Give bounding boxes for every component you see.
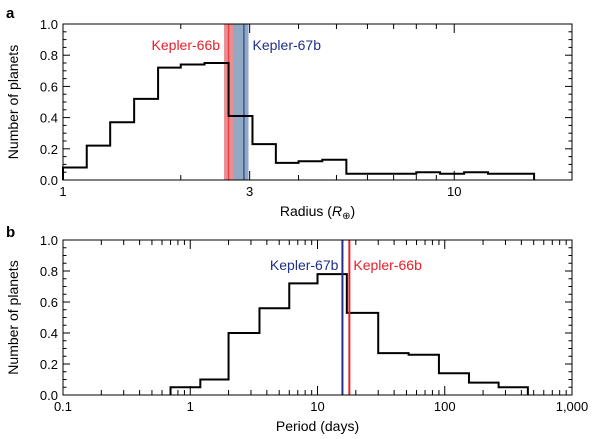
panel-a-y-axis-label: Number of planets — [5, 45, 21, 159]
panel-a: a 0.0 0.2 0.4 0.6 0.8 1.0 1 3 10 Number of plan… — [5, 5, 573, 222]
panel-a-x-axis-label: Radius (R⊕) — [280, 203, 355, 222]
panel-a-x-ticks: 1 3 10 — [59, 24, 573, 199]
panel-a-y-ticks: 0.0 0.2 0.4 0.6 0.8 1.0 — [40, 17, 572, 188]
x-tick-label: 100 — [434, 399, 456, 414]
label-kepler-67b: Kepler-67b — [270, 257, 339, 273]
y-tick-label: 0.2 — [40, 142, 58, 157]
panel-b-y-ticks: 0.0 0.2 0.4 0.6 0.8 1.0 — [40, 233, 572, 403]
panel-b: b 0.0 0.2 0.4 0.6 0.8 1.0 0.1 1 10 100 1,000 Numb… — [5, 224, 588, 434]
x-tick-label: 1,000 — [556, 399, 589, 414]
band-kepler-67b — [233, 24, 249, 180]
y-tick-label: 1.0 — [40, 17, 58, 32]
label-kepler-66b: Kepler-66b — [152, 37, 221, 53]
x-tick-label: 10 — [447, 184, 461, 199]
y-tick-label: 0.4 — [40, 326, 58, 341]
panel-a-letter: a — [6, 5, 15, 22]
y-tick-label: 0.6 — [40, 295, 58, 310]
x-tick-label: 0.1 — [54, 399, 72, 414]
panel-b-y-axis-label: Number of planets — [5, 260, 21, 374]
panel-b-x-axis-label: Period (days) — [276, 418, 359, 434]
y-tick-label: 1.0 — [40, 233, 58, 248]
y-tick-label: 0.6 — [40, 79, 58, 94]
panel-b-annotations: Kepler-67b Kepler-66b — [270, 257, 422, 273]
panel-b-histogram — [169, 273, 529, 395]
y-tick-label: 0.4 — [40, 111, 58, 126]
panel-a-annotations: Kepler-66b Kepler-67b — [152, 37, 322, 53]
x-tick-label: 1 — [59, 184, 66, 199]
panel-b-lines — [341, 240, 351, 395]
panel-b-x-ticks: 0.1 1 10 100 1,000 — [54, 240, 588, 414]
y-tick-label: 0.8 — [40, 264, 58, 279]
y-tick-label: 0.8 — [40, 48, 58, 63]
y-tick-label: 0.0 — [40, 388, 58, 403]
y-tick-label: 0.2 — [40, 357, 58, 372]
x-tick-label: 10 — [310, 399, 324, 414]
y-tick-label: 0.0 — [40, 173, 58, 188]
panel-b-letter: b — [6, 224, 15, 241]
x-tick-label: 3 — [246, 184, 253, 199]
label-kepler-67b: Kepler-67b — [253, 37, 322, 53]
x-tick-label: 1 — [187, 399, 194, 414]
label-kepler-66b: Kepler-66b — [353, 257, 422, 273]
panel-a-histogram — [62, 62, 536, 180]
